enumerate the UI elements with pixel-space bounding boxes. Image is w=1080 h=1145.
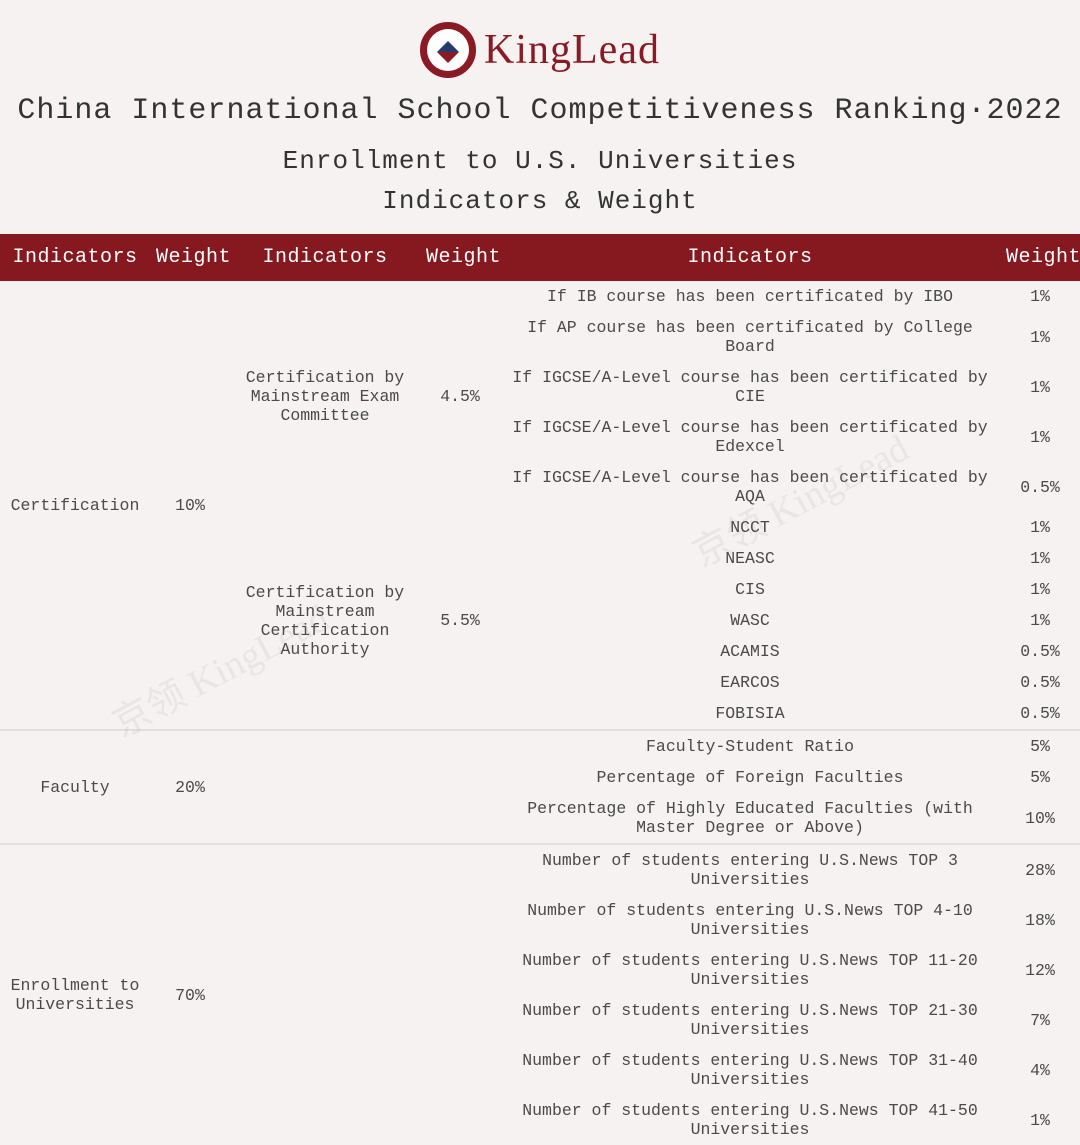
- indicator-label: If AP course has been certificated by Co…: [500, 312, 1000, 362]
- table-row: Faculty20%Faculty-Student Ratio5%: [0, 730, 1080, 762]
- table-header-row: Indicators Weight Indicators Weight Indi…: [0, 234, 1080, 281]
- indicator-label: Number of students entering U.S.News TOP…: [500, 1095, 1000, 1145]
- indicator-label: Number of students entering U.S.News TOP…: [500, 1045, 1000, 1095]
- indicator-label: If IGCSE/A-Level course has been certifi…: [500, 462, 1000, 512]
- table-row: Enrollment to Universities70%Number of s…: [0, 844, 1080, 895]
- subgroup-weight: 5.5%: [420, 512, 500, 730]
- header: KingLead China International School Comp…: [0, 0, 1080, 216]
- logo-row: KingLead: [0, 22, 1080, 78]
- indicator-weight: 0.5%: [1000, 667, 1080, 698]
- th-indicators-3: Indicators: [500, 234, 1000, 281]
- th-weight-1: Weight: [150, 234, 230, 281]
- indicator-weight: 1%: [1000, 281, 1080, 312]
- indicator-weight: 28%: [1000, 844, 1080, 895]
- indicator-weight: 18%: [1000, 895, 1080, 945]
- subgroup-label: [230, 844, 420, 1145]
- indicator-label: If IB course has been certificated by IB…: [500, 281, 1000, 312]
- indicator-label: NEASC: [500, 543, 1000, 574]
- group-label: Faculty: [0, 730, 150, 844]
- group-weight: 70%: [150, 844, 230, 1145]
- group-weight: 20%: [150, 730, 230, 844]
- indicator-label: WASC: [500, 605, 1000, 636]
- indicator-label: Percentage of Foreign Faculties: [500, 762, 1000, 793]
- indicator-weight: 12%: [1000, 945, 1080, 995]
- indicator-weight: 1%: [1000, 362, 1080, 412]
- indicator-weight: 4%: [1000, 1045, 1080, 1095]
- indicator-weight: 1%: [1000, 543, 1080, 574]
- subgroup-weight: [420, 730, 500, 844]
- brand-text: KingLead: [484, 26, 660, 74]
- indicator-weight: 0.5%: [1000, 462, 1080, 512]
- indicator-weight: 0.5%: [1000, 698, 1080, 730]
- page-subtitle: Enrollment to U.S. Universities: [0, 146, 1080, 176]
- subgroup-label: Certification by Mainstream Exam Committ…: [230, 281, 420, 512]
- indicator-weight: 1%: [1000, 574, 1080, 605]
- table-row: Certification10%Certification by Mainstr…: [0, 281, 1080, 312]
- indicator-weight: 5%: [1000, 762, 1080, 793]
- subgroup-weight: 4.5%: [420, 281, 500, 512]
- indicator-weight: 10%: [1000, 793, 1080, 844]
- indicator-weight: 7%: [1000, 995, 1080, 1045]
- indicator-label: If IGCSE/A-Level course has been certifi…: [500, 362, 1000, 412]
- indicator-weight: 1%: [1000, 412, 1080, 462]
- indicator-label: Number of students entering U.S.News TOP…: [500, 895, 1000, 945]
- group-weight: 10%: [150, 281, 230, 730]
- subgroup-label: [230, 730, 420, 844]
- subgroup-label: Certification by Mainstream Certificatio…: [230, 512, 420, 730]
- subgroup-weight: [420, 844, 500, 1145]
- th-weight-3: Weight: [1000, 234, 1080, 281]
- indicator-label: Number of students entering U.S.News TOP…: [500, 844, 1000, 895]
- indicator-weight: 1%: [1000, 512, 1080, 543]
- indicator-label: CIS: [500, 574, 1000, 605]
- indicator-weight: 5%: [1000, 730, 1080, 762]
- indicator-weight: 1%: [1000, 1095, 1080, 1145]
- page-title: China International School Competitivene…: [0, 94, 1080, 128]
- group-label: Enrollment to Universities: [0, 844, 150, 1145]
- page-subtitle-2: Indicators & Weight: [0, 186, 1080, 216]
- th-indicators-1: Indicators: [0, 234, 150, 281]
- indicator-label: Number of students entering U.S.News TOP…: [500, 995, 1000, 1045]
- th-indicators-2: Indicators: [230, 234, 420, 281]
- group-label: Certification: [0, 281, 150, 730]
- indicator-label: ACAMIS: [500, 636, 1000, 667]
- kinglead-logo-icon: [420, 22, 476, 78]
- indicator-label: NCCT: [500, 512, 1000, 543]
- indicator-label: FOBISIA: [500, 698, 1000, 730]
- table-body: Certification10%Certification by Mainstr…: [0, 281, 1080, 1145]
- th-weight-2: Weight: [420, 234, 500, 281]
- indicators-table: Indicators Weight Indicators Weight Indi…: [0, 234, 1080, 1145]
- indicator-label: Percentage of Highly Educated Faculties …: [500, 793, 1000, 844]
- indicator-label: If IGCSE/A-Level course has been certifi…: [500, 412, 1000, 462]
- indicator-label: EARCOS: [500, 667, 1000, 698]
- indicator-label: Number of students entering U.S.News TOP…: [500, 945, 1000, 995]
- indicator-weight: 1%: [1000, 605, 1080, 636]
- indicator-weight: 1%: [1000, 312, 1080, 362]
- indicator-weight: 0.5%: [1000, 636, 1080, 667]
- indicator-label: Faculty-Student Ratio: [500, 730, 1000, 762]
